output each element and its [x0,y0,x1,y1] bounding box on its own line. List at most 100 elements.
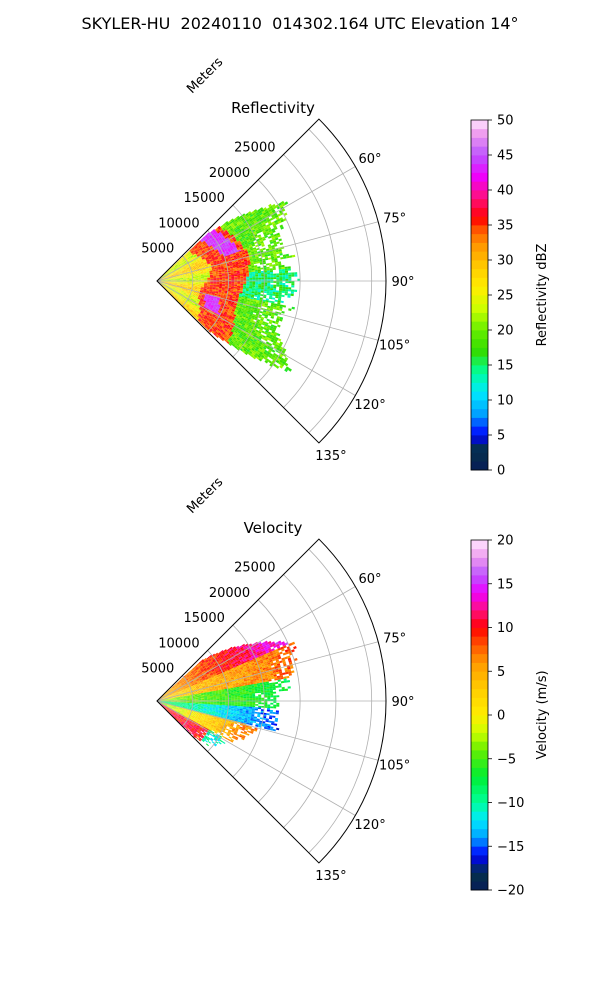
data-cell [172,685,175,688]
data-cell [213,240,217,244]
data-cell [197,314,201,318]
colorbar-segment [471,382,488,392]
data-cell [205,301,209,304]
data-cell [186,266,190,269]
data-cell [229,265,233,268]
data-cell [203,662,207,666]
data-cell [205,291,209,294]
data-cell [257,269,261,272]
data-cell [195,677,199,680]
data-cell [250,308,255,311]
data-cell [179,298,183,302]
data-cell [222,285,226,287]
data-cell [212,329,216,333]
data-cell [181,269,185,272]
data-cell [174,279,178,280]
data-cell [184,289,188,291]
data-cell [181,296,185,299]
data-cell [232,342,237,346]
data-cell [215,653,219,657]
data-cell [175,685,179,688]
data-cell [180,298,184,301]
data-cell [247,296,251,299]
data-cell [164,283,168,285]
data-cell [210,306,214,309]
data-cell [163,273,166,276]
data-cell [171,294,175,297]
data-cell [273,225,277,229]
data-cell [166,694,170,697]
data-cell [223,334,227,338]
data-cell [241,656,246,660]
data-cell [243,312,247,315]
data-cell [271,641,275,645]
data-cell [206,271,210,274]
data-cell [257,343,262,347]
data-cell [244,260,248,263]
data-cell [214,310,218,313]
data-cell [274,261,279,265]
data-cell [209,660,213,664]
data-cell [168,278,172,280]
data-cell [174,278,178,280]
data-cell [221,272,225,274]
data-cell [247,260,251,263]
data-cell [165,282,169,283]
data-cell [279,279,283,281]
data-cell [174,282,178,283]
data-cell [218,670,222,673]
data-cell [269,353,274,357]
data-cell [268,203,272,208]
data-cell [193,299,197,302]
data-cell [163,273,166,276]
data-cell [209,251,213,255]
data-cell [232,295,236,298]
data-cell [194,303,198,306]
data-cell [201,277,205,279]
data-cell [166,287,169,290]
data-cell [221,230,225,234]
data-cell [245,664,249,668]
data-cell [187,671,191,674]
data-cell [210,661,214,665]
data-cell [260,242,265,246]
data-cell [200,297,204,300]
data-cell [194,670,198,674]
data-cell [221,236,225,240]
data-cell [272,335,276,339]
data-cell [203,298,208,300]
data-cell [176,283,181,285]
data-cell [178,684,182,687]
data-cell [284,270,289,273]
data-cell [245,272,250,274]
data-cell [172,272,176,275]
data-cell [227,249,232,252]
data-cell [223,295,227,298]
data-cell [237,324,242,327]
data-cell [222,261,226,263]
data-cell [245,267,249,270]
data-cell [192,295,196,298]
data-cell [201,669,205,672]
data-cell [203,274,207,276]
data-cell [177,263,181,266]
data-cell [230,257,235,260]
data-cell [175,288,179,290]
data-cell [168,691,172,694]
data-cell [240,667,244,670]
data-cell [228,298,233,301]
data-cell [212,315,216,318]
data-cell [175,272,179,274]
data-cell [211,267,215,269]
data-cell [160,275,164,278]
data-cell [180,298,183,301]
data-cell [186,278,190,280]
data-cell [187,689,191,691]
data-cell [222,331,227,334]
data-cell [250,259,254,262]
data-cell [264,331,268,335]
data-cell [201,670,205,674]
data-cell [248,217,252,221]
data-cell [194,245,198,249]
data-cell [188,273,192,275]
